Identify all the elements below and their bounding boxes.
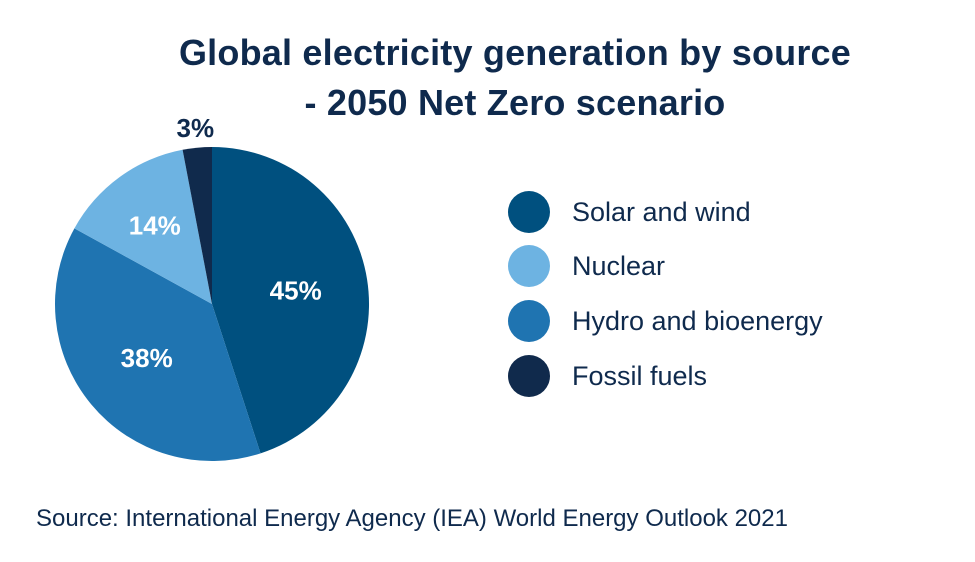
legend-label-solar-and-wind: Solar and wind: [572, 196, 751, 227]
legend-swatch-nuclear: [508, 245, 550, 287]
data-label-nuclear: 14%: [129, 210, 181, 240]
chart-title: Global electricity generation by source …: [0, 28, 975, 128]
legend-item-hydro-and-bioenergy: Hydro and bioenergy: [508, 299, 823, 343]
legend-item-solar-and-wind: Solar and wind: [508, 190, 751, 234]
legend-label-nuclear: Nuclear: [572, 250, 666, 281]
pie-slice-hydro-and-bioenergy: [54, 228, 261, 462]
legend-item-fossil-fuels: Fossil fuels: [508, 354, 707, 398]
data-label-solar-and-wind: 45%: [270, 276, 322, 306]
legend-label-hydro-and-bioenergy: Hydro and bioenergy: [572, 305, 823, 336]
pie-slice-solar-and-wind: [212, 146, 370, 454]
legend-swatch-fossil-fuels: [508, 355, 550, 397]
data-label-fossil-fuels: 3%: [177, 113, 215, 143]
legend-swatch-solar-and-wind: [508, 191, 550, 233]
source-note: Source: International Energy Agency (IEA…: [36, 505, 788, 532]
chart-title-line-2: - 2050 Net Zero scenario: [304, 82, 726, 123]
data-label-hydro-and-bioenergy: 38%: [121, 343, 173, 373]
chart-title-line-1: Global electricity generation by source: [178, 32, 851, 73]
pie-slice-nuclear: [74, 149, 212, 304]
legend-item-nuclear: Nuclear: [508, 244, 665, 288]
pie-slice-fossil-fuels: [182, 147, 212, 304]
legend-label-fossil-fuels: Fossil fuels: [572, 360, 708, 391]
legend-swatch-hydro-and-bioenergy: [508, 300, 550, 342]
